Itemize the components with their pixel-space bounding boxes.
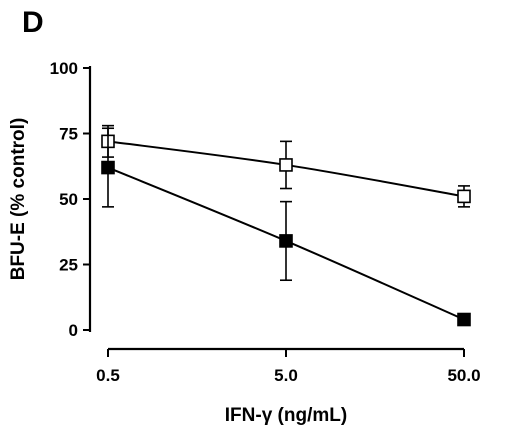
y-tick-label: 0 [69, 321, 78, 340]
y-tick-label: 75 [59, 125, 78, 144]
x-tick-label: 50.0 [447, 366, 480, 385]
x-tick-label: 5.0 [274, 366, 298, 385]
series-2-filled-square [101, 127, 471, 327]
y-axis-title: BFU-E (% control) [8, 118, 29, 281]
y-tick-label: 100 [50, 59, 78, 78]
x-axis-title: IFN-γ (ng/mL) [225, 405, 347, 426]
data-point [457, 189, 471, 204]
series-1-open-square [101, 124, 471, 208]
x-axis-ticks: 0.5 5.0 50.0 [96, 349, 481, 385]
y-axis-ticks: 0 25 50 75 100 [50, 59, 90, 340]
panel-letter: D [22, 6, 44, 39]
data-point [279, 234, 293, 248]
y-tick-label: 25 [59, 256, 78, 275]
data-point [457, 312, 471, 327]
x-tick-label: 0.5 [96, 366, 120, 385]
y-tick-label: 50 [59, 190, 78, 209]
series-layer [101, 124, 471, 327]
data-point [279, 158, 293, 172]
data-point [101, 160, 115, 175]
